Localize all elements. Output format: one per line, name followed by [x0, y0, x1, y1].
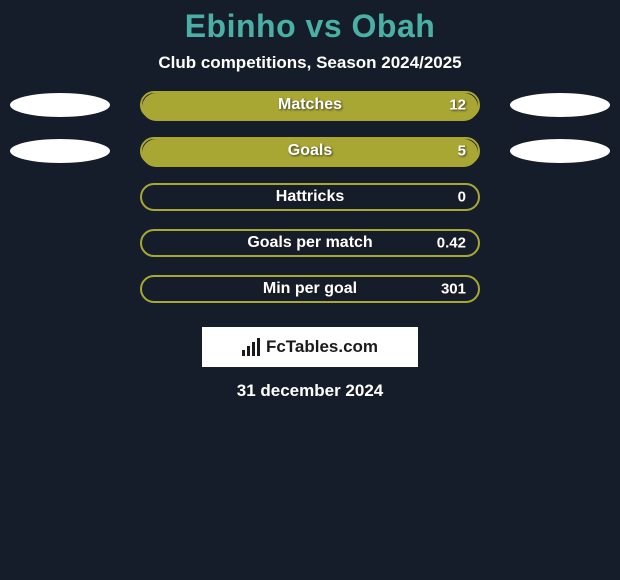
stat-bar-track: Matches 12 [140, 91, 480, 119]
stat-row: Matches 12 [0, 91, 620, 119]
stat-label: Min per goal [263, 280, 357, 298]
player-marker-right [510, 139, 610, 163]
stat-value: 5 [458, 143, 466, 160]
stat-label: Matches [278, 96, 342, 114]
comparison-infographic: Ebinho vs Obah Club competitions, Season… [0, 0, 620, 580]
bars-icon [242, 338, 260, 356]
stat-label: Hattricks [276, 188, 344, 206]
player-marker-right [510, 93, 610, 117]
stat-label: Goals per match [247, 234, 372, 252]
page-title: Ebinho vs Obah [0, 0, 620, 53]
stat-value: 0 [458, 189, 466, 206]
stat-value: 12 [449, 97, 466, 114]
branding-text: FcTables.com [266, 337, 378, 357]
stat-value: 0.42 [437, 235, 466, 252]
stat-row: Goals 5 [0, 137, 620, 165]
branding-badge: FcTables.com [202, 327, 418, 367]
stat-value: 301 [441, 281, 466, 298]
stat-bar-track: Min per goal 301 [140, 275, 480, 303]
stat-row: Goals per match 0.42 [0, 229, 620, 257]
player-marker-left [10, 93, 110, 117]
stat-row: Min per goal 301 [0, 275, 620, 303]
stat-rows: Matches 12 Goals 5 Hattricks 0 Goals per match… [0, 91, 620, 321]
stat-bar-track: Hattricks 0 [140, 183, 480, 211]
stat-bar-track: Goals per match 0.42 [140, 229, 480, 257]
stat-row: Hattricks 0 [0, 183, 620, 211]
footer-date: 31 december 2024 [0, 367, 620, 401]
player-marker-left [10, 139, 110, 163]
stat-bar-track: Goals 5 [140, 137, 480, 165]
page-subtitle: Club competitions, Season 2024/2025 [0, 53, 620, 91]
stat-label: Goals [288, 142, 332, 160]
